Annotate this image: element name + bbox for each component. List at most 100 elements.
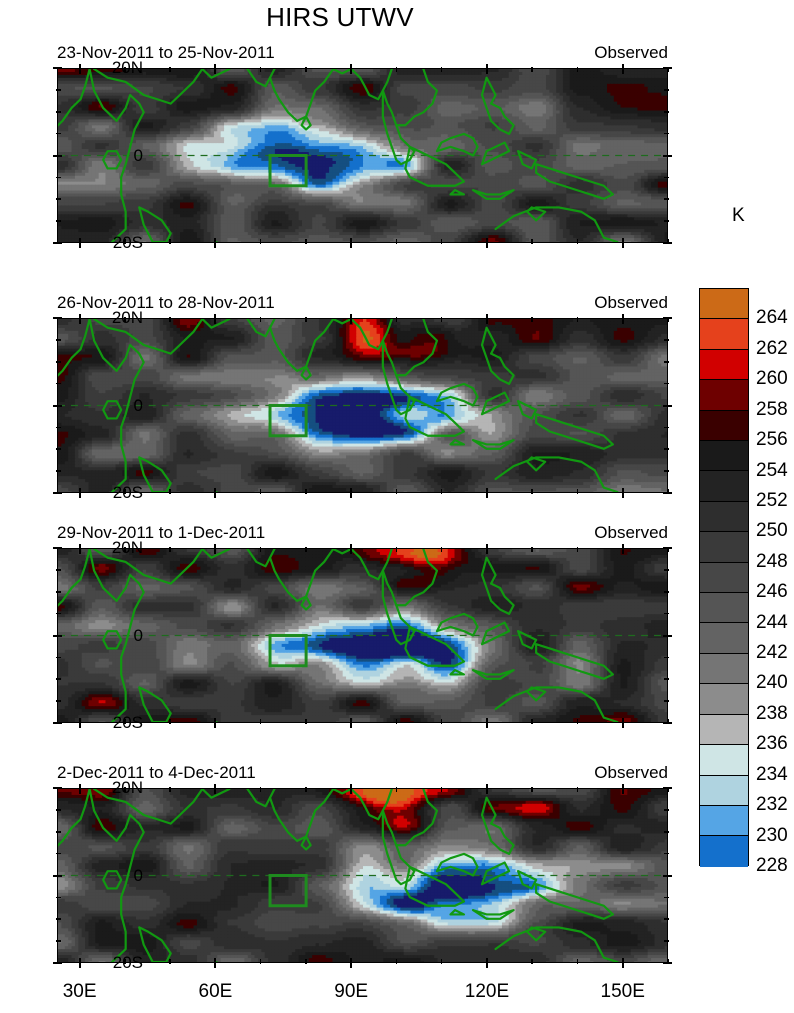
x-minor-tick	[667, 317, 669, 322]
x-minor-tick	[259, 959, 262, 964]
x-major-tick	[485, 718, 488, 728]
y-axis-tick-label: 20N	[112, 58, 143, 78]
colorbar-tick-label: 252	[756, 490, 788, 512]
y-minor-tick	[56, 569, 61, 571]
colorbar-tick-label: 258	[756, 399, 788, 421]
x-minor-tick	[395, 239, 398, 244]
colorbar-tick-label: 240	[756, 672, 788, 694]
x-minor-tick	[576, 317, 579, 322]
x-minor-tick	[531, 67, 534, 72]
y-minor-tick	[56, 132, 61, 135]
y-major-tick	[663, 404, 672, 407]
y-minor-tick	[56, 470, 61, 472]
x-minor-tick	[576, 547, 579, 552]
colorbar-band	[700, 289, 748, 320]
colorbar-band	[700, 714, 748, 746]
y-major-tick	[53, 787, 62, 789]
x-minor-tick	[395, 489, 398, 494]
y-minor-tick	[56, 382, 61, 385]
y-major-tick	[53, 67, 62, 69]
y-minor-tick	[664, 700, 669, 702]
x-minor-tick	[440, 787, 443, 792]
y-major-tick	[53, 547, 62, 549]
x-major-tick	[78, 488, 81, 498]
y-minor-tick	[664, 852, 669, 855]
y-major-tick	[663, 634, 672, 637]
y-minor-tick	[56, 198, 61, 201]
heatmap-4	[57, 788, 668, 963]
x-minor-tick	[124, 719, 126, 724]
y-minor-tick	[664, 809, 669, 811]
x-major-tick	[485, 488, 488, 498]
y-minor-tick	[56, 852, 61, 855]
colorbar-tick-label: 242	[756, 642, 788, 664]
x-major-tick	[78, 314, 81, 324]
colorbar-tick-label: 236	[756, 733, 788, 755]
y-axis-tick-label: 20S	[113, 483, 143, 503]
x-minor-tick	[169, 317, 171, 322]
colorbar-band	[700, 471, 748, 502]
y-minor-tick	[664, 89, 669, 91]
x-axis-tick-label: 150E	[601, 981, 645, 1003]
x-major-tick	[485, 958, 488, 968]
x-minor-tick	[259, 787, 262, 792]
heatmap-3	[57, 548, 668, 723]
colorbar-tick-label: 246	[756, 581, 788, 603]
x-major-tick	[621, 488, 624, 498]
x-minor-tick	[305, 719, 307, 724]
panel-source-label-2: Observed	[594, 293, 668, 313]
y-major-tick	[53, 154, 62, 157]
x-minor-tick	[440, 719, 443, 724]
x-major-tick	[350, 718, 353, 728]
x-axis-tick-label: 90E	[334, 981, 368, 1003]
y-minor-tick	[664, 220, 669, 222]
colorbar-band	[700, 410, 748, 442]
y-axis-tick-label: 20S	[113, 953, 143, 973]
x-minor-tick	[531, 239, 534, 244]
colorbar-band	[700, 319, 748, 350]
x-axis-tick-label: 60E	[199, 981, 233, 1003]
y-minor-tick	[664, 382, 669, 385]
x-minor-tick	[440, 239, 443, 244]
x-major-tick	[621, 958, 624, 968]
x-minor-tick	[440, 489, 443, 494]
x-minor-tick	[305, 547, 307, 552]
y-minor-tick	[56, 110, 61, 113]
x-minor-tick	[305, 787, 307, 792]
x-major-tick	[214, 64, 217, 74]
x-minor-tick	[305, 489, 307, 494]
x-major-tick	[485, 314, 488, 324]
x-major-tick	[350, 64, 353, 74]
y-minor-tick	[56, 220, 61, 222]
y-minor-tick	[56, 448, 61, 451]
x-minor-tick	[259, 489, 262, 494]
y-major-tick	[53, 722, 62, 724]
y-minor-tick	[664, 339, 669, 341]
colorbar-tick-label: 260	[756, 368, 788, 390]
y-minor-tick	[56, 940, 61, 942]
colorbar-tick-label: 238	[756, 703, 788, 725]
colorbar-tick-label: 254	[756, 460, 788, 482]
x-major-tick	[485, 784, 488, 794]
y-minor-tick	[664, 426, 669, 429]
x-major-tick	[621, 314, 624, 324]
x-major-tick	[350, 784, 353, 794]
x-minor-tick	[440, 959, 443, 964]
y-axis-tick-label: 0	[134, 626, 143, 646]
y-axis-tick-label: 20N	[112, 538, 143, 558]
x-minor-tick	[259, 719, 262, 724]
x-major-tick	[78, 718, 81, 728]
x-minor-tick	[395, 787, 398, 792]
x-major-tick	[350, 238, 353, 248]
panel-title-1: 23-Nov-2011 to 25-Nov-2011	[57, 43, 275, 63]
y-minor-tick	[664, 176, 669, 179]
x-minor-tick	[305, 959, 307, 964]
colorbar-tick-label: 262	[756, 338, 788, 360]
y-minor-tick	[56, 809, 61, 811]
y-major-tick	[53, 634, 62, 637]
x-major-tick	[214, 488, 217, 498]
y-axis-tick-label: 20S	[113, 233, 143, 253]
colorbar-band	[700, 441, 748, 472]
y-axis-tick-label: 0	[134, 146, 143, 166]
